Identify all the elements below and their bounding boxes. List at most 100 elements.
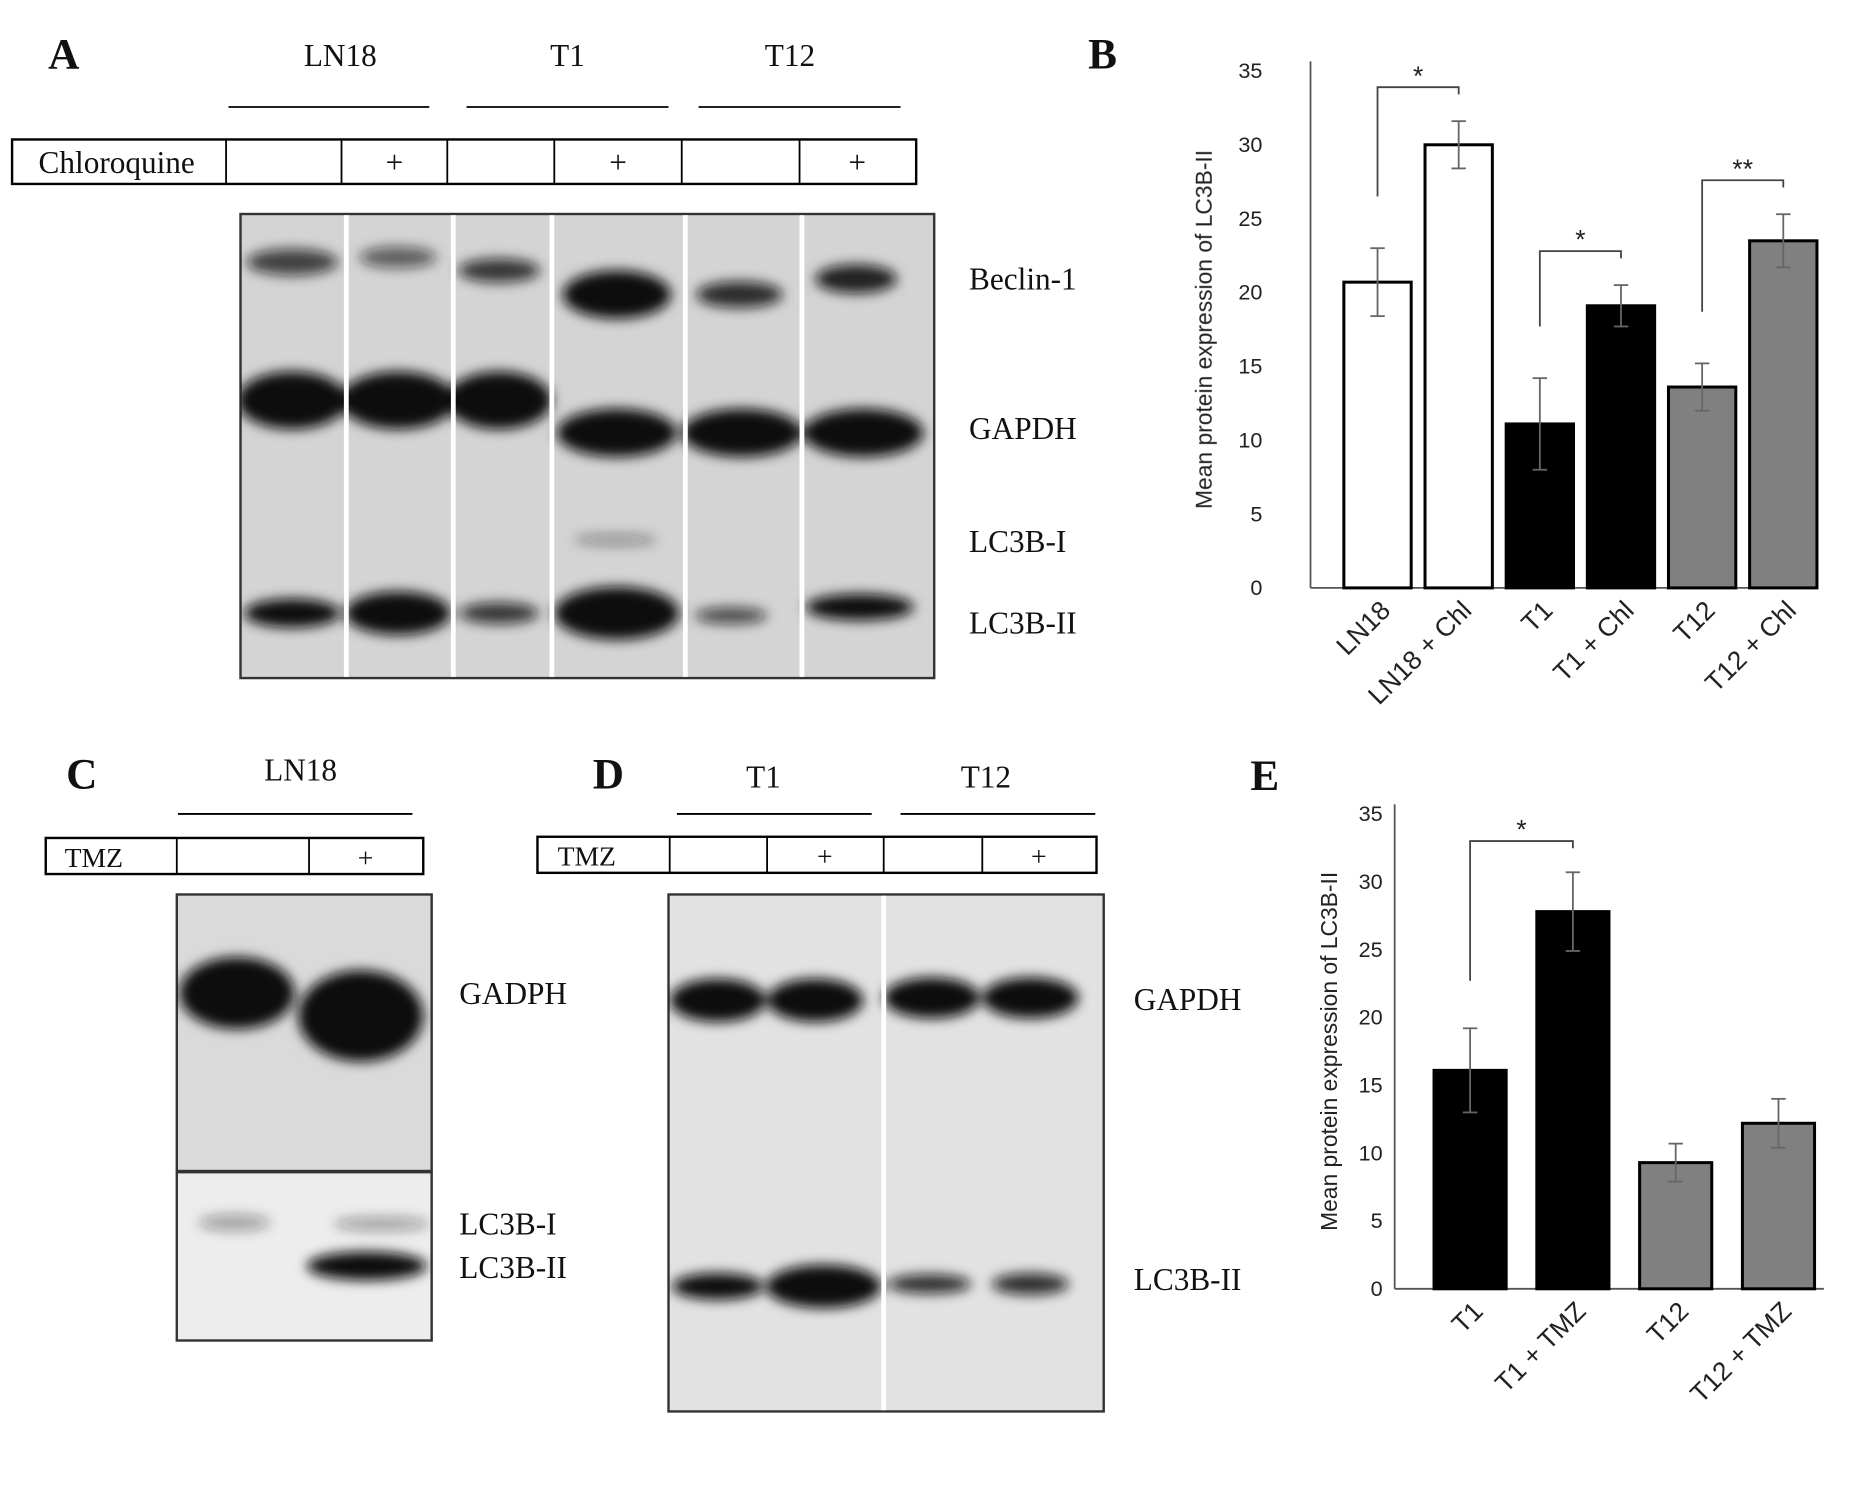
y-tick-label: 0: [1250, 575, 1262, 600]
band: [805, 593, 914, 621]
plus: +: [848, 145, 866, 180]
panel-letter: E: [1250, 752, 1279, 800]
y-tick-label: 35: [1359, 801, 1383, 826]
panel-letter: C: [66, 751, 97, 799]
x-tick-label: T12 + TMZ: [1684, 1296, 1797, 1409]
plus: +: [386, 145, 404, 180]
band: [694, 607, 768, 624]
lane-separators: [343, 215, 805, 677]
y-axis-label: Mean protein expression of LC3B-II: [1316, 872, 1342, 1231]
panel-letter: B: [1088, 31, 1117, 79]
y-tick-label: 30: [1359, 869, 1383, 894]
y-tick-label: 15: [1359, 1072, 1383, 1097]
bar: [1423, 143, 1494, 590]
band-label: LC3B-I: [969, 524, 1066, 559]
band-label: GAPDH: [1134, 982, 1242, 1017]
y-tick-label: 25: [1359, 937, 1383, 962]
y-tick-label: 20: [1359, 1005, 1383, 1030]
plus: +: [817, 841, 833, 872]
band: [345, 591, 451, 635]
band-label: LC3B-II: [1134, 1262, 1242, 1297]
band-label: GAPDH: [969, 411, 1077, 446]
lane-separator: [881, 895, 887, 1411]
significance-label: **: [1732, 154, 1753, 184]
plus: +: [1031, 841, 1047, 872]
y-axis-label: Mean protein expression of LC3B-II: [1191, 150, 1217, 509]
treatment-table: [536, 835, 1098, 875]
bar: [1342, 280, 1413, 590]
bar-chart: E 0 5 10 15 20 25 30 35 Mean protein expression o…: [1250, 752, 1824, 1409]
bands: [669, 977, 1079, 1309]
group-label: T1: [550, 38, 585, 73]
group-label: LN18: [264, 752, 337, 787]
band: [554, 586, 680, 640]
band: [803, 408, 924, 457]
significance-bracket: [1376, 86, 1460, 197]
band: [982, 977, 1079, 1019]
table-dividers: [225, 139, 801, 184]
band: [562, 270, 671, 319]
band: [815, 264, 897, 294]
y-tick-label: 35: [1238, 58, 1262, 83]
band: [198, 1214, 271, 1232]
y-tick-label: 5: [1250, 501, 1262, 526]
group-label: LN18: [304, 38, 377, 73]
band: [306, 1251, 427, 1281]
separator: [343, 215, 349, 677]
y-tick-label: 15: [1238, 354, 1262, 379]
treatment-table: [10, 138, 918, 186]
x-tick-label: LN18: [1330, 595, 1396, 661]
significance-label: *: [1575, 225, 1585, 255]
treatment-table: [44, 836, 425, 876]
y-tick-label: 10: [1359, 1140, 1383, 1165]
band: [179, 956, 295, 1030]
band: [244, 598, 341, 628]
treatment-label: TMZ: [65, 842, 123, 873]
bar: [1585, 304, 1657, 590]
table-dividers: [668, 836, 984, 873]
band: [458, 258, 540, 283]
bar: [1666, 385, 1738, 590]
band: [359, 246, 437, 269]
band: [298, 970, 424, 1062]
band: [883, 977, 980, 1019]
band: [765, 1264, 882, 1309]
x-tick-label: T1 + TMZ: [1489, 1296, 1591, 1398]
y-tick-label: 10: [1238, 427, 1262, 452]
band-label: LC3B-I: [459, 1207, 556, 1242]
bar: [1638, 1161, 1714, 1291]
y-tick-label: 20: [1238, 280, 1262, 305]
band: [556, 408, 677, 457]
panel-letter: A: [48, 31, 79, 79]
bands: [240, 246, 924, 640]
band: [669, 978, 766, 1022]
band-label: Beclin-1: [969, 262, 1077, 297]
significance-bracket: [1469, 840, 1574, 981]
separator: [682, 215, 688, 677]
band: [681, 408, 802, 457]
plus: +: [358, 842, 374, 873]
bar-chart: B 0 5 10 15 20 25 30 35 Mean protein expression o…: [1088, 31, 1819, 710]
band: [991, 1273, 1069, 1295]
significance-label: *: [1413, 61, 1423, 91]
x-tick-label: T1: [1515, 595, 1558, 638]
x-tick-label: T12: [1641, 1296, 1694, 1349]
separator: [450, 215, 456, 677]
band: [459, 602, 539, 624]
significance-bracket: [1538, 250, 1622, 327]
bands: [198, 1214, 430, 1281]
x-tick-label: T12: [1667, 595, 1720, 648]
treatment-label: TMZ: [558, 841, 616, 872]
band-label: GADPH: [459, 976, 567, 1011]
band: [333, 1216, 430, 1232]
plus: +: [609, 145, 627, 180]
panel-letter: D: [593, 751, 624, 799]
band: [573, 533, 658, 546]
panel-a: A LN18 T1 T12 Chloroquine + + + Beclin-1…: [10, 31, 1077, 680]
band: [340, 371, 456, 430]
x-tick-label: T1: [1446, 1296, 1489, 1339]
bar: [1535, 910, 1611, 1291]
band: [446, 371, 552, 430]
